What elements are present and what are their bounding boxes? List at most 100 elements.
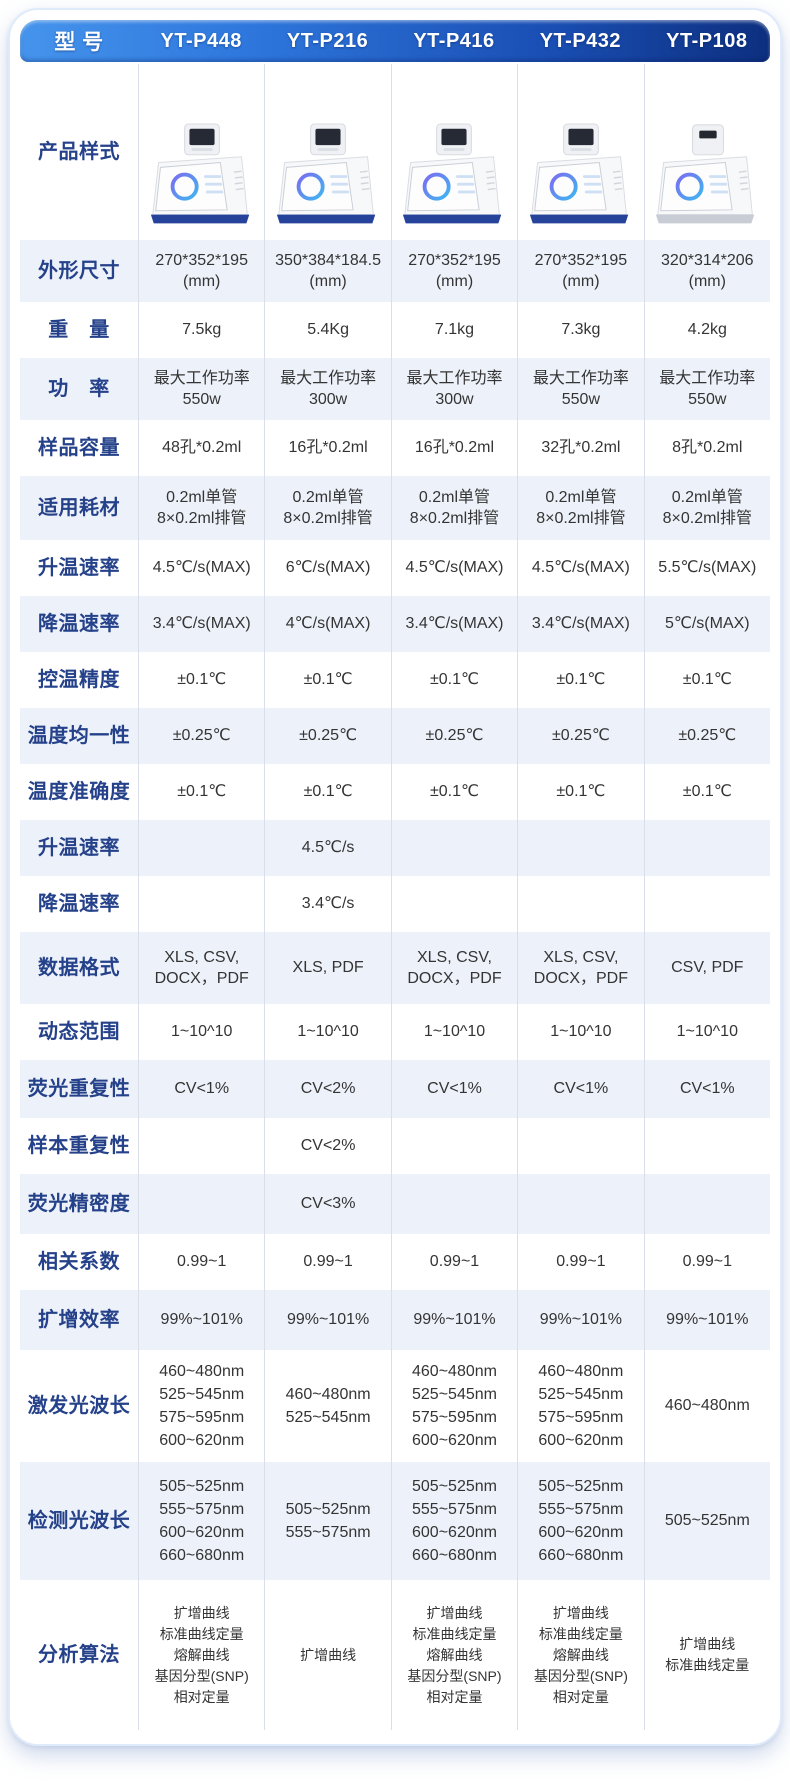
spec-cell: 505~525nm 555~575nm 600~620nm 660~680nm [138, 1462, 264, 1580]
spec-cell: 5℃/s(MAX) [643, 596, 770, 652]
spec-row: 数据格式 XLS, CSV, DOCX，PDF XLS, PDF XLS, CSV, … [20, 932, 770, 1004]
spec-cell: CSV, PDF [643, 932, 770, 1004]
spec-cell: XLS, CSV, DOCX，PDF [390, 932, 517, 1004]
spec-cell: 505~525nm [643, 1462, 770, 1580]
spec-row: 分析算法 扩增曲线 标准曲线定量 熔解曲线 基因分型(SNP) 相对定量 扩增曲线扩… [20, 1580, 770, 1730]
product-image-yt-p416 [390, 64, 517, 240]
spec-cell: 0.99~1 [517, 1234, 643, 1290]
spec-cell: 460~480nm 525~545nm [264, 1350, 390, 1462]
table-header: 型 号 YT-P448 YT-P216 YT-P416 YT-P432 YT-P… [20, 20, 770, 62]
spec-cell: ±0.1℃ [517, 652, 643, 708]
pcr-machine-icon [403, 123, 502, 224]
row-label: 数据格式 [38, 957, 120, 979]
spec-cell [517, 1118, 643, 1174]
spec-cell: 0.2ml单管 8×0.2ml排管 [264, 476, 390, 540]
spec-cell: 7.3kg [517, 302, 643, 358]
spec-cell: 350*384*184.5 (mm) [264, 240, 390, 302]
spec-cell: 7.1kg [390, 302, 517, 358]
row-label: 产品样式 [38, 141, 120, 163]
spec-cell: 3.4℃/s(MAX) [517, 596, 643, 652]
spec-cell: ±0.25℃ [264, 708, 390, 764]
spec-cell: 99%~101% [643, 1290, 770, 1350]
spec-cell: 4.5℃/s [264, 820, 390, 876]
spec-cell: ±0.1℃ [643, 652, 770, 708]
spec-cell: 最大工作功率 300w [264, 358, 390, 420]
spec-cell: ±0.1℃ [264, 764, 390, 820]
spec-cell: 3.4℃/s(MAX) [390, 596, 517, 652]
spec-row: 温度准确度 ±0.1℃ ±0.1℃ ±0.1℃ ±0.1℃ ±0.1℃ [20, 764, 770, 820]
spec-cell: CV<1% [643, 1060, 770, 1118]
spec-cell [138, 1174, 264, 1234]
spec-cell: 1~10^10 [138, 1004, 264, 1060]
spec-cell: 0.99~1 [643, 1234, 770, 1290]
spec-row: 激发光波长 460~480nm 525~545nm 575~595nm 600~6… [20, 1350, 770, 1462]
pcr-machine-icon [656, 124, 755, 224]
spec-cell [517, 876, 643, 932]
spec-cell [643, 1118, 770, 1174]
spec-cell [517, 820, 643, 876]
spec-cell: 0.99~1 [138, 1234, 264, 1290]
row-label: 升温速率 [38, 837, 120, 859]
spec-row: 降温速率 3.4℃/s [20, 876, 770, 932]
row-label: 功 率 [48, 378, 110, 400]
spec-cell: 1~10^10 [390, 1004, 517, 1060]
spec-cell: 16孔*0.2ml [390, 420, 517, 476]
spec-cell: ±0.25℃ [517, 708, 643, 764]
header-model-label: 型 号 [54, 31, 104, 54]
row-label: 荧光重复性 [27, 1078, 131, 1100]
spec-cell: 0.2ml单管 8×0.2ml排管 [643, 476, 770, 540]
row-label: 荧光精密度 [27, 1193, 131, 1215]
spec-row: 相关系数 0.99~1 0.99~1 0.99~1 0.99~1 0.99~1 [20, 1234, 770, 1290]
spec-cell: ±0.25℃ [643, 708, 770, 764]
spec-row: 动态范围 1~10^10 1~10^10 1~10^10 1~10^10 1~10^10 [20, 1004, 770, 1060]
spec-cell: ±0.1℃ [517, 764, 643, 820]
row-label: 温度准确度 [27, 781, 131, 803]
spec-cell: 最大工作功率 550w [517, 358, 643, 420]
spec-cell: 1~10^10 [517, 1004, 643, 1060]
spec-cell: 48孔*0.2ml [138, 420, 264, 476]
row-label: 降温速率 [38, 893, 120, 915]
spec-cell [138, 820, 264, 876]
header-model-yt-p216: YT-P216 [286, 29, 369, 52]
spec-cell: CV<2% [264, 1118, 390, 1174]
spec-cell: ±0.1℃ [390, 764, 517, 820]
product-image-yt-p108 [643, 64, 770, 240]
spec-cell: 扩增曲线 标准曲线定量 熔解曲线 基因分型(SNP) 相对定量 [390, 1580, 517, 1730]
row-label: 样品容量 [38, 437, 120, 459]
row-label: 重 量 [48, 319, 110, 341]
product-image-row: 产品样式 [20, 64, 770, 240]
product-image-yt-p432 [517, 64, 643, 240]
comparison-table: 型 号 YT-P448 YT-P216 YT-P416 YT-P432 YT-P… [8, 8, 782, 1746]
row-label: 降温速率 [38, 613, 120, 635]
header-model-yt-p448: YT-P448 [160, 29, 242, 52]
spec-row: 适用耗材 0.2ml单管 8×0.2ml排管 0.2ml单管 8×0.2ml排管 0.… [20, 476, 770, 540]
spec-cell [390, 820, 517, 876]
spec-row: 温度均一性 ±0.25℃ ±0.25℃ ±0.25℃ ±0.25℃ ±0.25℃ [20, 708, 770, 764]
spec-cell: 5.4Kg [264, 302, 390, 358]
row-label: 外形尺寸 [38, 260, 120, 282]
row-label: 动态范围 [38, 1021, 120, 1043]
header-model-yt-p108: YT-P108 [666, 29, 748, 52]
spec-cell: 最大工作功率 550w [643, 358, 770, 420]
spec-cell: 6℃/s(MAX) [264, 540, 390, 596]
spec-cell: 4℃/s(MAX) [264, 596, 390, 652]
spec-cell: CV<1% [138, 1060, 264, 1118]
spec-cell [390, 1174, 517, 1234]
row-label: 检测光波长 [27, 1510, 131, 1532]
spec-row: 重 量 7.5kg 5.4Kg 7.1kg 7.3kg 4.2kg [20, 302, 770, 358]
spec-cell: CV<2% [264, 1060, 390, 1118]
spec-row: 降温速率 3.4℃/s(MAX) 4℃/s(MAX) 3.4℃/s(MAX) 3.4℃/… [20, 596, 770, 652]
spec-cell: ±0.25℃ [390, 708, 517, 764]
spec-cell: 4.5℃/s(MAX) [138, 540, 264, 596]
spec-cell: CV<1% [390, 1060, 517, 1118]
spec-cell: 0.99~1 [390, 1234, 517, 1290]
spec-cell: 505~525nm 555~575nm [264, 1462, 390, 1580]
spec-cell: 0.2ml单管 8×0.2ml排管 [390, 476, 517, 540]
row-label: 升温速率 [38, 557, 120, 579]
spec-cell: XLS, CSV, DOCX，PDF [517, 932, 643, 1004]
spec-cell: 32孔*0.2ml [517, 420, 643, 476]
header-model-yt-p416: YT-P416 [413, 29, 495, 52]
spec-cell: 505~525nm 555~575nm 600~620nm 660~680nm [517, 1462, 643, 1580]
row-label: 适用耗材 [38, 497, 120, 519]
pcr-machine-icon [529, 123, 629, 224]
